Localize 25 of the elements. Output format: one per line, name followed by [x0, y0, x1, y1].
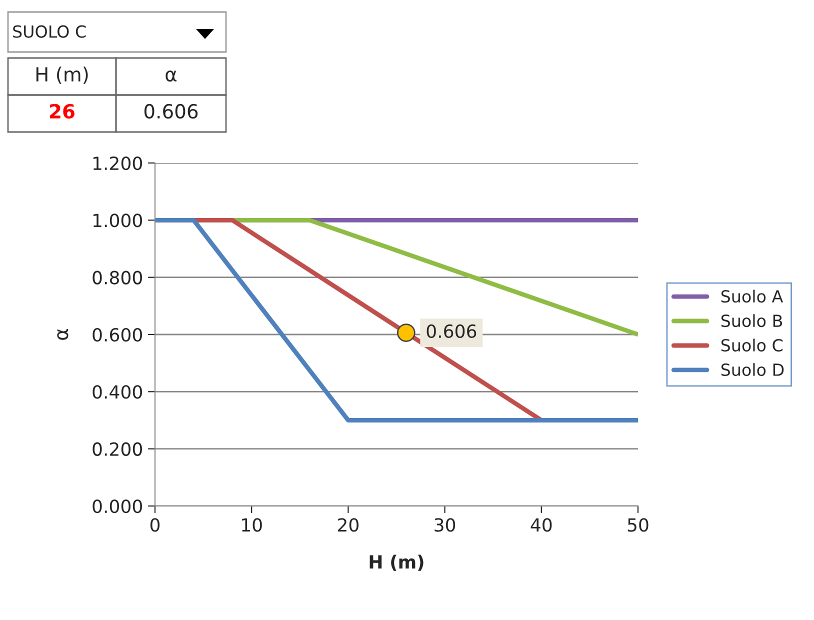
- y-tick-label: 0.200: [92, 442, 142, 456]
- x-tick-label: 10: [242, 518, 262, 532]
- text: 26: [50, 104, 74, 119]
- y-tick-label: 1.000: [93, 214, 142, 228]
- legend-label: Suolo A: [721, 290, 784, 303]
- y-axis-title: α: [57, 329, 68, 340]
- legend-label: Suolo C: [721, 338, 783, 352]
- x-axis-title: H (m): [370, 554, 424, 571]
- text: 0.606: [144, 104, 198, 119]
- x-tick-label: 50: [628, 518, 648, 532]
- legend-label: Suolo B: [721, 314, 782, 328]
- y-tick-label: 1.200: [93, 156, 142, 170]
- y-tick-label: 0.600: [92, 328, 142, 342]
- x-tick-label: 40: [530, 518, 552, 532]
- legend-label: Suolo D: [721, 363, 784, 376]
- x-tick-label: 0: [150, 518, 160, 532]
- text: H (m): [36, 66, 88, 84]
- y-tick-label: 0.800: [92, 270, 142, 284]
- y-tick-label: 0.000: [92, 499, 142, 514]
- data-label: 0.606: [426, 324, 476, 338]
- text: SUOLO C: [13, 25, 86, 38]
- y-tick-label: 0.400: [92, 385, 142, 399]
- text: α: [166, 70, 176, 82]
- x-tick-label: 20: [338, 518, 358, 532]
- x-tick-label: 30: [434, 518, 456, 532]
